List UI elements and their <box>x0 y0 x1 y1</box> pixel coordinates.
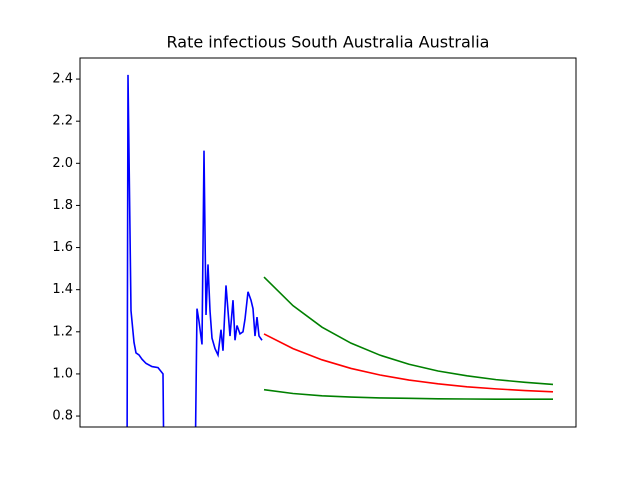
line-series <box>263 333 554 393</box>
y-tick-label: 2.2 <box>52 114 73 129</box>
y-tick-label: 1.0 <box>52 366 73 381</box>
plot-area <box>126 74 554 427</box>
y-tick-label: 2.0 <box>52 156 73 171</box>
line-series <box>263 276 554 386</box>
y-tick-label: 1.4 <box>52 282 73 297</box>
axes-frame <box>79 57 577 428</box>
chart-title: Rate infectious South Australia Australi… <box>167 33 490 52</box>
y-tick-label: 1.2 <box>52 324 73 339</box>
y-tick-label: 0.8 <box>52 409 73 424</box>
y-tick-label: 2.4 <box>52 72 73 87</box>
y-tick-label: 1.6 <box>52 240 73 255</box>
line-series <box>126 74 263 427</box>
line-series <box>263 388 553 400</box>
y-tick-label: 1.8 <box>52 198 73 213</box>
